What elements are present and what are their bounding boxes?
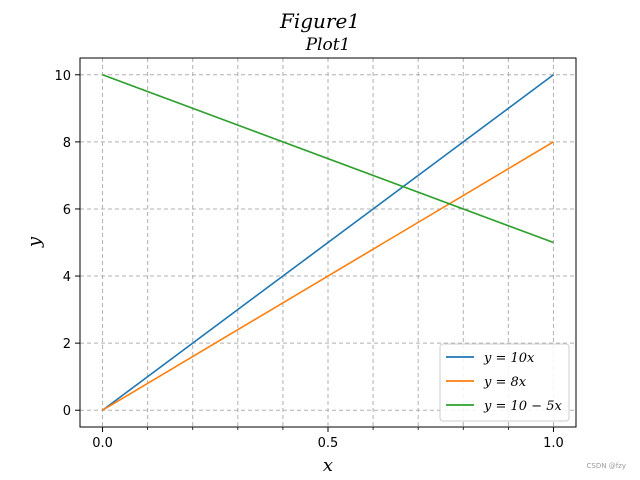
legend-label-3: y = 10 − 5x [483, 399, 562, 414]
series-line-1 [102, 74, 554, 411]
x-tick-label: 0.0 [92, 436, 113, 451]
y-tick-label: 8 [63, 136, 71, 151]
y-tick-label: 4 [63, 270, 71, 285]
legend-label-2: y = 8x [483, 375, 527, 390]
x-tick-label: 0.5 [318, 436, 339, 451]
figure-title: Figure1 [279, 9, 360, 33]
legend-box [439, 343, 570, 422]
axis-ticks: 0.0 0.5 1.0 0 2 4 6 8 10 [54, 69, 563, 451]
legend-label-1: y = 10x [483, 351, 535, 366]
y-axis-label: y [24, 236, 45, 248]
series-line-3 [102, 74, 554, 244]
series-line-2 [102, 141, 554, 411]
y-tick-label: 0 [63, 404, 71, 419]
series-group [102, 74, 554, 411]
y-tick-label: 2 [63, 337, 71, 352]
x-tick-label: 1.0 [543, 436, 564, 451]
y-tick-label: 6 [63, 203, 71, 218]
y-tick-label: 10 [54, 69, 71, 84]
watermark-text: CSDN @fzy [587, 462, 626, 470]
legend: y = 10x y = 8x y = 10 − 5x [439, 343, 570, 422]
x-axis-label: x [323, 455, 333, 476]
plot-title: Plot1 [305, 35, 351, 55]
